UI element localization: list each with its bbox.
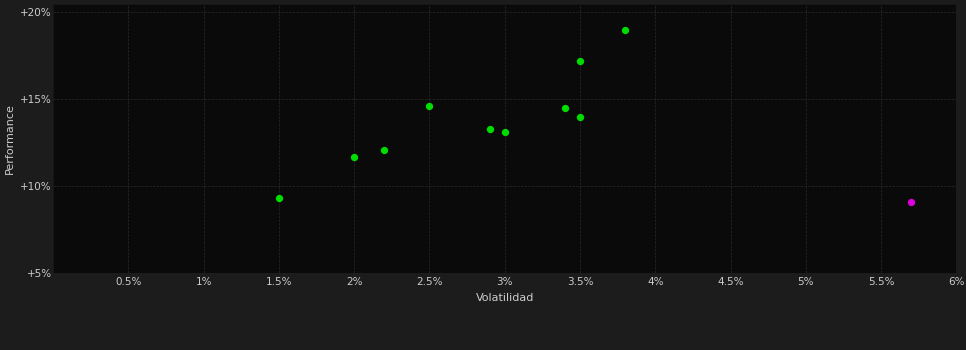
Point [572,114,587,119]
Y-axis label: Performance: Performance [5,103,14,174]
Point [572,58,587,64]
Point [497,130,513,135]
Point [422,103,438,109]
Point [903,199,919,204]
Point [617,27,633,33]
X-axis label: Volatilidad: Volatilidad [475,293,534,303]
Point [482,126,497,132]
Point [271,195,287,201]
Point [347,154,362,159]
Point [557,105,573,111]
Point [377,147,392,152]
